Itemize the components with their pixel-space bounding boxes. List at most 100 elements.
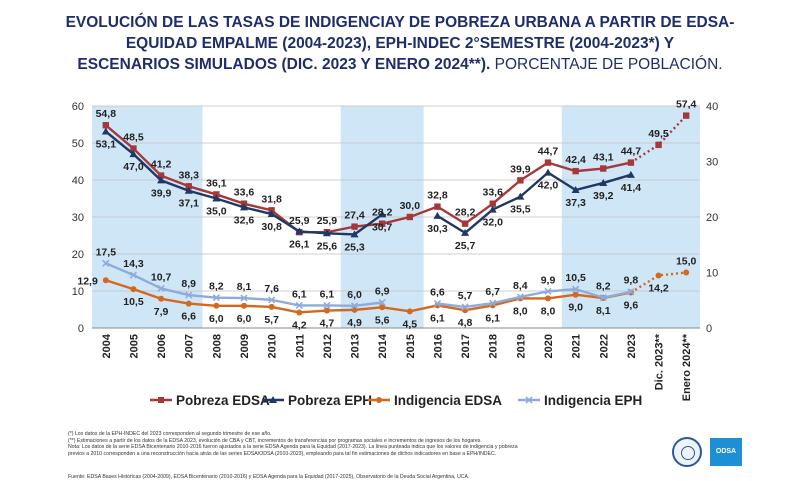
data-label: 6,0 bbox=[237, 313, 252, 325]
series-marker bbox=[378, 210, 387, 218]
source-note: Fuente: EDSA Bases Históricas (2004-2009… bbox=[68, 474, 470, 480]
data-label: 44,7 bbox=[538, 146, 559, 158]
data-label: 4,8 bbox=[458, 317, 473, 329]
series-marker bbox=[185, 300, 192, 307]
data-label: 6,6 bbox=[181, 311, 196, 323]
data-label: 9,6 bbox=[624, 299, 639, 311]
data-label: 30,7 bbox=[372, 221, 393, 233]
series-marker bbox=[158, 295, 165, 302]
series-marker bbox=[655, 272, 662, 279]
series-marker bbox=[130, 286, 137, 293]
series-marker bbox=[434, 203, 441, 210]
series-marker bbox=[129, 150, 138, 158]
data-label: 39,9 bbox=[151, 187, 172, 199]
title-line-1: EVOLUCIÓN DE LAS TASAS DE INDIGENCIAY DE… bbox=[65, 14, 735, 31]
series-marker bbox=[157, 284, 165, 292]
data-label: 30,8 bbox=[261, 221, 282, 233]
series-marker bbox=[268, 303, 275, 310]
series-marker bbox=[157, 176, 166, 184]
data-label: 44,7 bbox=[621, 146, 642, 158]
footnote: previos a 2010 corresponden a una recons… bbox=[68, 450, 497, 457]
series-marker bbox=[626, 170, 635, 178]
series-marker bbox=[683, 269, 690, 276]
series-marker bbox=[157, 172, 165, 179]
data-label: 6,1 bbox=[485, 312, 500, 324]
x-tick-label: 2011 bbox=[294, 334, 306, 358]
y-right-tick-label: 10 bbox=[706, 268, 718, 280]
legend-label: Indigencia EPH bbox=[544, 393, 642, 408]
series-marker bbox=[129, 271, 138, 279]
x-tick-label: 2018 bbox=[488, 334, 500, 358]
series-marker bbox=[516, 192, 525, 200]
data-label: 36,1 bbox=[206, 177, 227, 189]
data-label: 31,8 bbox=[261, 193, 282, 205]
data-label: 25,6 bbox=[317, 240, 338, 252]
data-label: 27,4 bbox=[344, 210, 365, 222]
data-label: 41,2 bbox=[151, 159, 172, 171]
data-label: 6,6 bbox=[430, 287, 445, 299]
x-tick-label: 2020 bbox=[543, 334, 555, 358]
legend: Pobreza EDSA Pobreza EPH Indigencia EDSA In… bbox=[150, 393, 642, 408]
series-marker bbox=[295, 227, 304, 235]
data-label: 57,4 bbox=[676, 99, 697, 111]
series-marker bbox=[295, 301, 303, 309]
y-right-tick-label: 40 bbox=[706, 101, 718, 113]
data-label: 33,6 bbox=[234, 187, 255, 199]
series-marker bbox=[627, 288, 635, 296]
uca-seal-logo bbox=[672, 437, 702, 467]
data-label: 47,0 bbox=[123, 161, 144, 173]
data-label: 25,9 bbox=[317, 215, 338, 227]
legend-label: Indigencia EDSA bbox=[394, 393, 502, 408]
data-label: 14,3 bbox=[123, 258, 144, 270]
series-marker bbox=[268, 296, 276, 304]
data-label: 35,5 bbox=[510, 204, 531, 216]
data-label: 6,9 bbox=[375, 285, 390, 297]
series-marker bbox=[322, 229, 331, 237]
x-tick-label: 2019 bbox=[515, 334, 527, 358]
legend-label: Pobreza EPH bbox=[288, 393, 372, 408]
series-marker bbox=[102, 277, 109, 284]
series-marker bbox=[544, 168, 552, 176]
data-label: 6,7 bbox=[485, 286, 500, 298]
x-tick-label: 2022 bbox=[598, 334, 610, 358]
footnote: (*) Los datos de la EPH-INDEC del 2023 c… bbox=[68, 431, 272, 437]
title-line-3-suffix: PORCENTAJE DE POBLACIÓN. bbox=[490, 56, 723, 73]
series-marker bbox=[240, 203, 248, 211]
y-right-tick-label: 30 bbox=[706, 157, 718, 169]
series-projection-line bbox=[630, 271, 687, 294]
series-marker bbox=[378, 298, 386, 307]
data-label: 9,9 bbox=[541, 274, 556, 286]
data-label: 41,4 bbox=[621, 182, 642, 194]
data-label: 5,6 bbox=[375, 314, 390, 326]
series-marker bbox=[516, 293, 524, 301]
data-label: 39,9 bbox=[510, 163, 531, 175]
data-label: 14,2 bbox=[648, 282, 669, 294]
series-marker bbox=[600, 165, 607, 172]
data-label: 8,0 bbox=[541, 305, 556, 317]
x-tick-label: 2016 bbox=[432, 334, 444, 358]
data-label: 49,5 bbox=[648, 128, 669, 140]
data-label: 5,7 bbox=[458, 290, 473, 302]
data-label: 35,0 bbox=[206, 206, 227, 218]
series-marker bbox=[213, 302, 220, 309]
data-label: 32,6 bbox=[234, 214, 255, 226]
data-label: 7,9 bbox=[154, 306, 169, 318]
data-label: 25,3 bbox=[344, 241, 365, 253]
data-label: 8,9 bbox=[181, 278, 196, 290]
data-label: 42,0 bbox=[538, 180, 559, 192]
series-marker bbox=[130, 145, 137, 152]
data-label: 8,0 bbox=[513, 305, 528, 317]
series-projection-line bbox=[630, 114, 688, 164]
series-marker bbox=[185, 183, 192, 190]
data-label: 37,3 bbox=[565, 197, 586, 209]
x-tick-label: 2012 bbox=[322, 334, 334, 358]
series-marker bbox=[682, 112, 690, 119]
series-marker bbox=[599, 178, 608, 186]
data-label: 5,7 bbox=[264, 314, 279, 326]
x-tick-label: 2008 bbox=[211, 334, 223, 358]
x-tick-label: 2017 bbox=[460, 334, 472, 358]
data-label: 8,1 bbox=[237, 281, 252, 293]
x-tick-label: 2023 bbox=[626, 334, 638, 358]
data-label: 33,6 bbox=[483, 187, 504, 199]
data-label: 7,6 bbox=[264, 283, 279, 295]
